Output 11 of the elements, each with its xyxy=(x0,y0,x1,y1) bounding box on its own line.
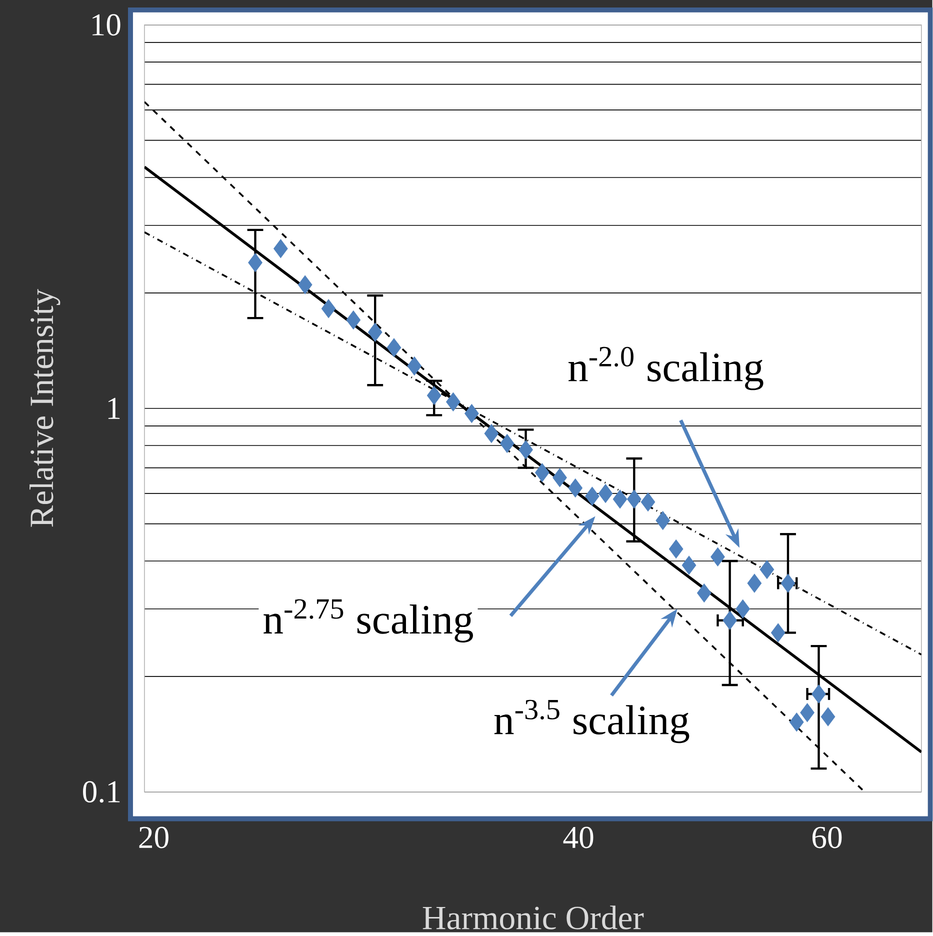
x-tick-label: 20 xyxy=(139,826,169,848)
annotation: n$^{-2.0}$ scaling xyxy=(568,346,764,390)
annotation: n$^{-2.75}$ scaling xyxy=(264,599,474,642)
x-tick-label: 40 xyxy=(563,826,594,848)
x-axis-title: Harmonic Order xyxy=(422,906,644,930)
y-tick-label: 1 xyxy=(108,398,120,419)
x-tick-label: 60 xyxy=(812,826,842,848)
y-tick-label: 0.1 xyxy=(83,781,120,803)
y-tick-label: 10 xyxy=(92,14,120,36)
y-axis-title: Relative Intensity xyxy=(30,288,60,527)
annotation: n$^{-3.5}$ scaling xyxy=(494,700,690,744)
